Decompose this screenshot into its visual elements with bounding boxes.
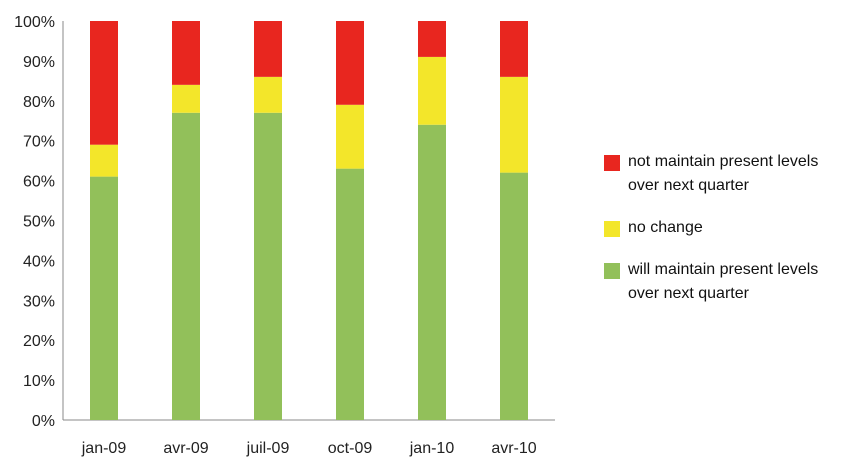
legend-label-will-maintain-line1: will maintain present levels [628, 261, 819, 278]
legend-item-not-maintain: not maintain present levels over next qu… [604, 150, 859, 198]
bar-segment-oct-09-series-2 [336, 21, 364, 105]
y-tick-label: 20% [23, 333, 55, 350]
x-tick-labels: jan-09 avr-09 juil-09 oct-09 jan-10 avr-10 [81, 440, 537, 457]
bar-segment-avr-09-series-0 [172, 112, 200, 421]
bar-segment-jan-09-series-1 [90, 144, 118, 177]
bar-segment-juil-09-series-0 [254, 112, 282, 421]
x-tick-label: jan-09 [81, 440, 127, 457]
bars [90, 21, 528, 421]
bar-segment-jan-10-series-0 [418, 124, 446, 421]
bar-segment-avr-10-series-1 [500, 76, 528, 173]
bar-segment-jan-09-series-0 [90, 176, 118, 420]
legend-swatch-yellow [604, 221, 620, 237]
legend-swatch-red [604, 155, 620, 171]
y-tick-label: 30% [23, 293, 55, 310]
legend-swatch-green [604, 263, 620, 279]
legend: not maintain present levels over next qu… [604, 150, 859, 324]
legend-label-not-maintain-line1: not maintain present levels [628, 153, 819, 170]
bar-segment-oct-09-series-1 [336, 104, 364, 169]
y-tick-label: 90% [23, 54, 55, 71]
legend-item-will-maintain: will maintain present levels over next q… [604, 258, 859, 306]
x-tick-label: juil-09 [246, 440, 290, 457]
x-tick-label: avr-09 [163, 440, 208, 457]
y-tick-label: 80% [23, 94, 55, 111]
bar-segment-avr-09-series-2 [172, 21, 200, 85]
legend-label-no-change: no change [628, 219, 703, 236]
bar-segment-avr-10-series-2 [500, 21, 528, 77]
bar-segment-jan-10-series-1 [418, 56, 446, 125]
legend-label-will-maintain-line2: over next quarter [628, 285, 749, 302]
y-tick-label: 50% [23, 214, 55, 231]
bar-segment-oct-09-series-0 [336, 168, 364, 420]
bar-segment-juil-09-series-2 [254, 21, 282, 77]
y-tick-label: 0% [32, 413, 55, 430]
bar-segment-juil-09-series-1 [254, 76, 282, 113]
y-tick-label: 100% [14, 14, 55, 31]
bar-segment-avr-09-series-1 [172, 84, 200, 113]
y-tick-label: 60% [23, 174, 55, 191]
y-tick-label: 40% [23, 253, 55, 270]
y-tick-label: 10% [23, 373, 55, 390]
x-tick-label: avr-10 [491, 440, 536, 457]
legend-label-not-maintain-line2: over next quarter [628, 177, 749, 194]
bar-segment-avr-10-series-0 [500, 172, 528, 420]
y-tick-label: 70% [23, 134, 55, 151]
x-tick-label: jan-10 [409, 440, 455, 457]
bar-segment-jan-09-series-2 [90, 21, 118, 145]
bar-segment-jan-10-series-2 [418, 21, 446, 57]
legend-item-no-change: no change [604, 216, 859, 240]
x-tick-label: oct-09 [328, 440, 373, 457]
y-tick-labels: 0% 10% 20% 30% 40% 50% 60% 70% 80% 90% 100% [14, 14, 55, 430]
